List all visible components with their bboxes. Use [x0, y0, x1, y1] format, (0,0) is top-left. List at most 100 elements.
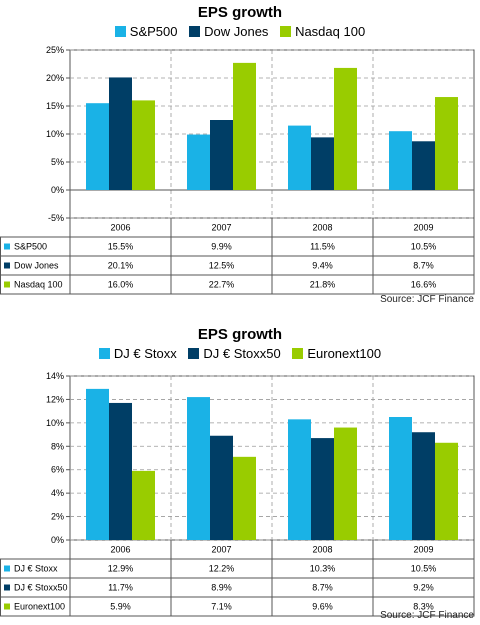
bar-nasdaq-100 — [334, 67, 357, 190]
bar-dj-stoxx50 — [210, 435, 233, 540]
bar-euronext100 — [132, 470, 155, 540]
eps-growth-chart-europe: EPS growth DJ € Stoxx DJ € Stoxx50 Euron… — [0, 322, 480, 625]
bar-nasdaq-100 — [435, 97, 458, 190]
y-tick-label: 2% — [51, 512, 64, 522]
bar-dj-stoxx50 — [412, 432, 435, 540]
bar-euronext100 — [435, 442, 458, 540]
data-label: 12.5% — [209, 261, 235, 271]
row-label: Euronext100 — [14, 602, 65, 612]
bar-nasdaq-100 — [233, 62, 256, 190]
chart-plot-europe: 0% 2% 4% 6% 8% 10% 12% 14% 2006 2007 2008 2009 DJ € … — [0, 371, 475, 617]
data-label: 8.7% — [312, 583, 333, 593]
bar-euronext100 — [233, 456, 256, 540]
bar-dj-stoxx — [288, 419, 311, 540]
legend-item-euronext100: Euronext100 — [292, 346, 381, 361]
y-tick-label: 12% — [46, 394, 64, 404]
data-label: 9.9% — [211, 242, 232, 252]
y-tick-label: 10% — [46, 129, 64, 139]
y-tick-label: 14% — [46, 371, 64, 381]
x-tick-label: 2009 — [413, 545, 433, 555]
data-label: 11.7% — [108, 583, 133, 593]
legend-swatch — [188, 348, 200, 359]
row-label: DJ € Stoxx50 — [14, 583, 68, 593]
bar-s-p500 — [86, 103, 109, 190]
x-tick-label: 2006 — [110, 545, 130, 555]
data-label: 11.5% — [310, 242, 335, 252]
data-label: 9.4% — [312, 261, 333, 271]
data-label: 7.1% — [211, 602, 232, 612]
x-tick-label: 2006 — [110, 223, 130, 233]
bar-dow-jones — [109, 77, 132, 190]
chart-legend: DJ € Stoxx DJ € Stoxx50 Euronext100 — [0, 346, 480, 361]
data-label: 8.9% — [211, 583, 232, 593]
y-tick-label: -5% — [48, 213, 64, 223]
data-label: 12.2% — [209, 564, 235, 574]
legend-swatch — [292, 348, 304, 359]
bar-dj-stoxx50 — [109, 402, 132, 540]
chart-plot-us: -5% 0% 5% 10% 15% 20% 25% 2006 2007 2008 2009 S&P50… — [0, 45, 475, 295]
legend-label: Dow Jones — [204, 24, 269, 39]
chart-legend: S&P500 Dow Jones Nasdaq 100 — [0, 24, 480, 39]
data-label: 21.8% — [310, 280, 336, 290]
data-label: 5.9% — [110, 602, 131, 612]
legend-item-dow-jones: Dow Jones — [189, 24, 268, 39]
bar-dow-jones — [210, 120, 233, 190]
bar-dj-stoxx50 — [311, 438, 334, 540]
data-label: 12.9% — [108, 564, 134, 574]
bar-nasdaq-100 — [132, 100, 155, 190]
row-label: Nasdaq 100 — [14, 280, 63, 290]
row-swatch — [4, 243, 10, 250]
data-label: 15.5% — [108, 242, 134, 252]
legend-label: S&P500 — [129, 24, 178, 39]
y-tick-label: 8% — [51, 441, 64, 451]
legend-label: DJ € Stoxx50 — [203, 346, 281, 361]
y-tick-label: 20% — [46, 73, 64, 83]
chart-title: EPS growth — [197, 4, 283, 21]
y-tick-label: 10% — [46, 418, 64, 428]
legend-item-dj-stoxx50: DJ € Stoxx50 — [188, 346, 281, 361]
legend-item-sp500: S&P500 — [114, 24, 178, 39]
data-label: 22.7% — [209, 280, 235, 290]
legend-label: Nasdaq 100 — [295, 24, 366, 39]
x-tick-label: 2008 — [312, 545, 332, 555]
row-swatch — [4, 262, 10, 269]
x-tick-label: 2008 — [312, 223, 332, 233]
y-tick-label: 15% — [46, 101, 64, 111]
bar-s-p500 — [389, 131, 412, 190]
data-label: 10.5% — [411, 564, 437, 574]
bar-dj-stoxx — [389, 417, 412, 540]
legend-item-dj-stoxx: DJ € Stoxx — [98, 346, 177, 361]
row-label: Dow Jones — [14, 261, 59, 271]
data-label: 9.6% — [312, 602, 333, 612]
legend-item-nasdaq-100: Nasdaq 100 — [280, 24, 365, 39]
legend-swatch — [98, 348, 110, 359]
source-note: Source: JCF Finance — [380, 294, 474, 305]
bar-dj-stoxx — [86, 388, 109, 540]
row-swatch — [4, 603, 10, 610]
y-tick-label: 6% — [51, 465, 64, 475]
bar-euronext100 — [334, 427, 357, 540]
legend-swatch — [114, 26, 126, 37]
bar-s-p500 — [288, 125, 311, 190]
row-label: S&P500 — [14, 242, 47, 252]
data-label: 8.3% — [413, 602, 434, 612]
x-tick-label: 2009 — [413, 223, 433, 233]
x-tick-label: 2007 — [211, 545, 231, 555]
y-tick-label: 0% — [51, 185, 64, 195]
bar-dj-stoxx — [187, 397, 210, 540]
y-tick-label: 5% — [51, 157, 64, 167]
data-label: 16.6% — [411, 280, 437, 290]
row-swatch — [4, 281, 10, 288]
data-label: 16.0% — [108, 280, 134, 290]
eps-growth-chart-us: EPS growth S&P500 Dow Jones Nasdaq 100 -… — [0, 0, 480, 310]
bar-dow-jones — [412, 141, 435, 190]
data-label: 20.1% — [108, 261, 134, 271]
data-label: 8.7% — [413, 261, 434, 271]
bar-s-p500 — [187, 134, 210, 190]
y-tick-label: 25% — [46, 45, 64, 55]
data-label: 10.5% — [411, 242, 437, 252]
row-swatch — [4, 565, 10, 572]
row-label: DJ € Stoxx — [14, 564, 58, 574]
x-tick-label: 2007 — [211, 223, 231, 233]
legend-label: DJ € Stoxx — [113, 346, 177, 361]
